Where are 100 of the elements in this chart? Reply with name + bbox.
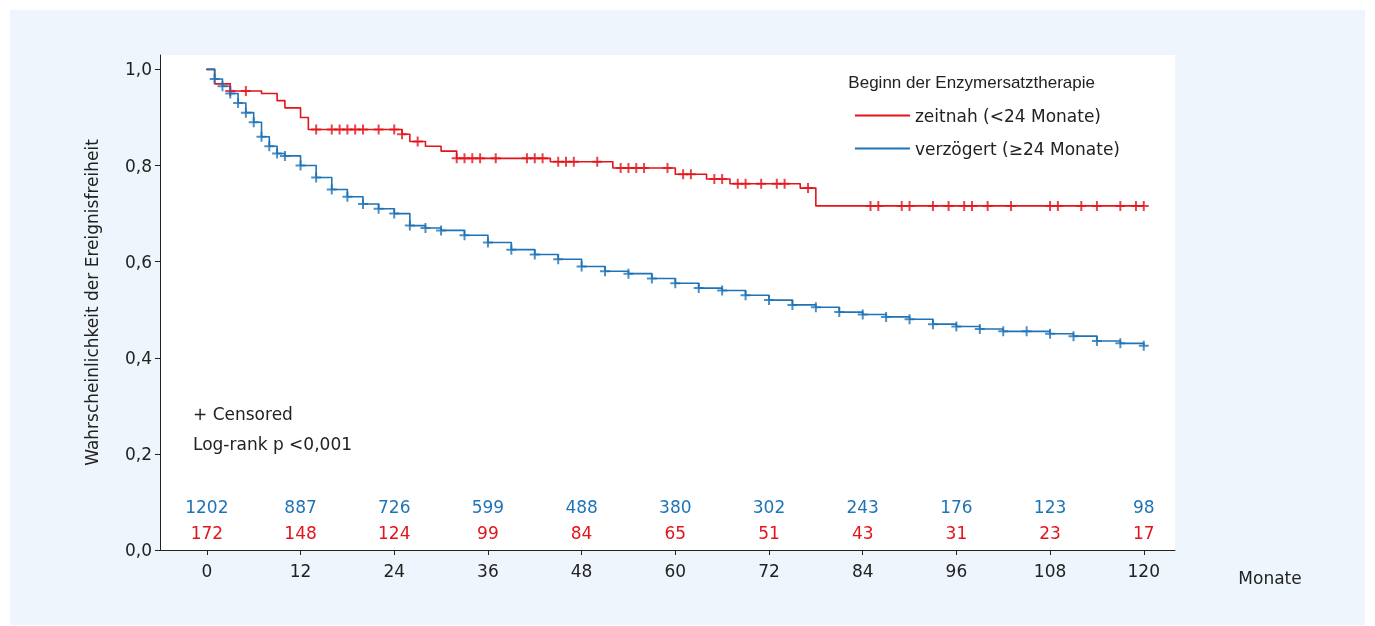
y-tick-label: 0,0	[124, 540, 152, 560]
point	[740, 178, 751, 189]
point	[264, 141, 275, 152]
point	[537, 153, 548, 164]
point	[529, 249, 540, 260]
annotation: 176	[940, 497, 973, 517]
point	[803, 183, 814, 194]
annotation: Log-rank p <0,001	[193, 434, 353, 454]
point	[209, 74, 220, 85]
point	[764, 295, 774, 306]
annotation: 123	[1033, 497, 1067, 517]
point	[974, 323, 985, 334]
x-tick-label: 60	[664, 560, 687, 581]
point	[904, 314, 915, 325]
point	[1068, 331, 1079, 342]
point	[810, 302, 821, 313]
point	[1045, 328, 1056, 339]
point	[904, 200, 915, 211]
point	[857, 309, 868, 320]
point	[982, 200, 993, 211]
point	[256, 131, 267, 142]
point	[475, 153, 486, 164]
annotation: 17	[1132, 523, 1155, 543]
point	[358, 124, 368, 135]
point	[568, 156, 579, 167]
point	[326, 184, 337, 195]
point	[272, 148, 283, 159]
annotation: 599	[471, 497, 505, 517]
point	[600, 266, 611, 277]
annotation: 148	[284, 523, 317, 543]
annotation: 23	[1039, 523, 1061, 543]
point	[1115, 338, 1126, 349]
point	[506, 244, 517, 255]
x-tick-label: 108	[1033, 560, 1067, 581]
annotation: 887	[284, 497, 317, 517]
point	[436, 225, 447, 236]
point	[1091, 200, 1102, 211]
point	[404, 220, 415, 231]
point	[420, 223, 431, 234]
annotation: 98	[1132, 497, 1155, 517]
point	[358, 198, 368, 209]
point	[779, 178, 790, 189]
x-tick-label: 36	[477, 560, 499, 581]
point	[1021, 326, 1032, 337]
point	[412, 136, 423, 147]
point	[927, 200, 938, 211]
point	[787, 299, 798, 310]
point	[623, 268, 634, 279]
point	[397, 129, 408, 140]
point	[1138, 340, 1149, 351]
point	[873, 200, 884, 211]
point	[279, 150, 290, 161]
annotation: 124	[378, 523, 411, 543]
annotation: 302	[752, 497, 786, 517]
point	[756, 178, 767, 189]
point	[1052, 200, 1063, 211]
point	[670, 278, 681, 289]
x-tick-label: 24	[383, 560, 406, 581]
point	[373, 203, 384, 214]
point	[1076, 200, 1087, 211]
point	[311, 172, 322, 183]
annotation: 488	[565, 497, 598, 517]
point	[240, 107, 251, 118]
x-tick-label: 96	[945, 560, 968, 581]
y-tick-label: 0,4	[124, 347, 152, 368]
point	[717, 173, 728, 184]
point	[998, 326, 1009, 337]
point	[389, 124, 400, 135]
point	[646, 273, 657, 284]
point	[685, 169, 696, 180]
point	[639, 162, 650, 173]
annotation: 380	[659, 497, 692, 517]
x-tick-label: 12	[289, 560, 312, 581]
point	[834, 307, 845, 318]
x-tick-label: 84	[851, 560, 874, 581]
point	[248, 117, 259, 128]
annotation: 1202	[185, 497, 229, 517]
point	[342, 191, 353, 202]
point	[1091, 335, 1102, 346]
x-tick-label: 72	[758, 560, 780, 581]
annotation: 726	[378, 497, 411, 517]
x-tick-label: 0	[201, 560, 213, 581]
annotation: 99	[477, 523, 499, 543]
annotation: + Censored	[193, 404, 293, 424]
legend-label: zeitnah (<24 Monate)	[914, 105, 1102, 126]
annotation: 65	[664, 523, 687, 543]
legend-title: Beginn der Enzymersatztherapie	[848, 73, 1096, 92]
point	[592, 156, 603, 167]
point	[295, 160, 306, 171]
annotation: 84	[570, 523, 593, 543]
point	[233, 98, 244, 109]
point	[662, 162, 673, 173]
annotation: 172	[190, 523, 224, 543]
annotation: 243	[846, 497, 879, 517]
point	[967, 200, 977, 211]
point	[240, 86, 251, 97]
point	[459, 230, 470, 241]
point	[553, 254, 564, 265]
y-tick-label: 0,8	[124, 155, 152, 176]
y-tick-label: 0,6	[124, 251, 152, 272]
